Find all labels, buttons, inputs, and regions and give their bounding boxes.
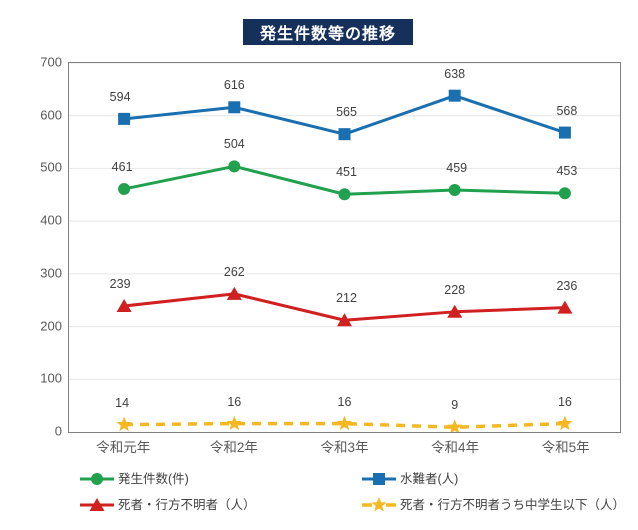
x-tick-label: 令和2年 [209, 440, 258, 455]
chart-title: 発生件数等の推移 [243, 19, 413, 45]
legend-swatch-circle [80, 473, 114, 485]
data-point-circle [91, 473, 103, 485]
data-point-triangle [116, 299, 132, 313]
x-tick-label: 令和3年 [320, 440, 369, 455]
legend-item[interactable]: 死者・行方不明者（人） [80, 498, 256, 512]
legend-swatch-star [362, 498, 396, 512]
y-tick-label: 100 [40, 370, 62, 386]
legend-label: 死者・行方不明者うち中学生以下（人） [400, 497, 626, 512]
x-tick-label: 令和元年 [96, 440, 151, 455]
x-tick-label: 令和5年 [541, 440, 590, 455]
legend-label: 死者・行方不明者（人） [118, 497, 256, 512]
data-point-circle [448, 184, 461, 197]
data-point-circle [558, 187, 571, 200]
legend-label: 水難者(人) [400, 471, 459, 486]
data-point-circle [118, 182, 131, 195]
data-point-triangle [337, 313, 352, 327]
y-tick-label: 300 [40, 265, 62, 281]
data-point-square [373, 473, 385, 485]
y-tick-label: 400 [40, 212, 62, 228]
data-point-square [338, 128, 351, 141]
data-point-triangle [89, 498, 105, 511]
plot-svg [69, 63, 620, 432]
data-point-star [557, 415, 573, 431]
y-tick-label: 500 [40, 159, 62, 175]
data-point-star [226, 415, 242, 431]
data-point-star [447, 419, 463, 432]
data-point-star [116, 416, 132, 432]
data-point-star [336, 415, 353, 431]
data-point-triangle [226, 286, 242, 300]
legend-swatch-square [362, 473, 396, 485]
data-point-square [228, 101, 241, 114]
data-point-square [118, 112, 131, 125]
legend-label: 発生件数(件) [118, 471, 189, 486]
data-point-star [371, 498, 387, 512]
data-point-circle [228, 160, 241, 173]
y-tick-label: 700 [40, 54, 62, 70]
y-tick-label: 200 [40, 318, 62, 334]
plot-area: 461 504 451 459 453 594 616 565 638 568 239 262 212 2… [68, 62, 621, 433]
legend-item[interactable]: 水難者(人) [362, 472, 458, 486]
data-point-circle [338, 188, 351, 201]
x-tick-label: 令和4年 [431, 440, 480, 455]
data-point-triangle [447, 304, 463, 318]
y-tick-label: 0 [54, 423, 62, 439]
legend-swatch-triangle [80, 498, 114, 511]
y-tick-label: 600 [40, 107, 62, 123]
legend-item[interactable]: 死者・行方不明者うち中学生以下（人） [362, 498, 625, 512]
data-point-square [448, 89, 461, 102]
data-point-triangle [557, 300, 573, 314]
y-axis: 0 100 200 300 400 500 600 700 [0, 56, 62, 438]
data-point-square [558, 126, 571, 139]
legend-item[interactable]: 発生件数(件) [80, 472, 189, 486]
x-axis: 令和元年 令和2年 令和3年 令和4年 令和5年 [68, 441, 621, 465]
chart-legend: 発生件数(件) 水難者(人) 死者・行方不明者（人） 死者・行方不明者うち中学生以下（… [72, 470, 625, 522]
